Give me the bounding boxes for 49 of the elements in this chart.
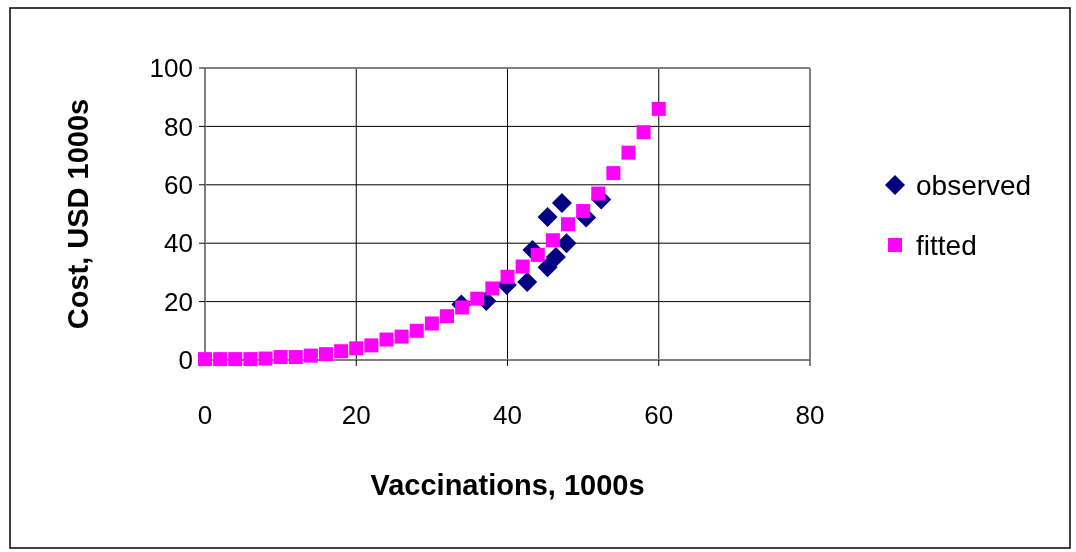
y-tick-label: 40 (164, 228, 193, 259)
point (485, 281, 500, 296)
point (394, 329, 409, 344)
x-tick-label: 80 (795, 400, 825, 430)
point (303, 348, 318, 363)
point (409, 323, 424, 338)
point (424, 316, 439, 331)
point (591, 186, 606, 201)
point (334, 344, 349, 359)
x-tick-label: 60 (644, 400, 674, 430)
point (537, 206, 558, 227)
y-tick-label: 60 (164, 169, 193, 200)
point (530, 247, 545, 262)
point (500, 269, 515, 284)
point (651, 101, 666, 116)
point (198, 352, 212, 367)
point (319, 347, 333, 362)
y-tick-label: 100 (149, 53, 193, 84)
point (515, 259, 530, 274)
point (379, 332, 394, 347)
point (364, 338, 379, 353)
point (273, 350, 288, 365)
point (213, 352, 228, 367)
point (349, 341, 364, 356)
x-axis-title: Vaccinations, 1000s (370, 469, 645, 501)
point (288, 350, 303, 365)
point (576, 204, 591, 219)
y-tick-label: 20 (164, 286, 193, 317)
point (228, 352, 243, 367)
point (545, 246, 566, 267)
y-tick-label: 80 (164, 111, 193, 142)
point (636, 125, 651, 140)
x-tick-label: 0 (197, 400, 213, 430)
legend-label: observed (916, 169, 1032, 201)
point (621, 145, 636, 160)
y-axis-title: Cost, USD 1000s (62, 98, 94, 330)
point (551, 192, 572, 213)
point (440, 309, 454, 324)
point (606, 166, 621, 181)
x-tick-label: 40 (493, 400, 522, 430)
point (258, 351, 273, 366)
point (470, 291, 485, 306)
point (545, 233, 560, 248)
point (243, 352, 258, 367)
x-tick-label: 20 (341, 400, 371, 430)
y-tick-label: 0 (178, 345, 193, 376)
legend-label: fitted (916, 229, 977, 261)
point (517, 272, 538, 293)
point (561, 217, 575, 232)
